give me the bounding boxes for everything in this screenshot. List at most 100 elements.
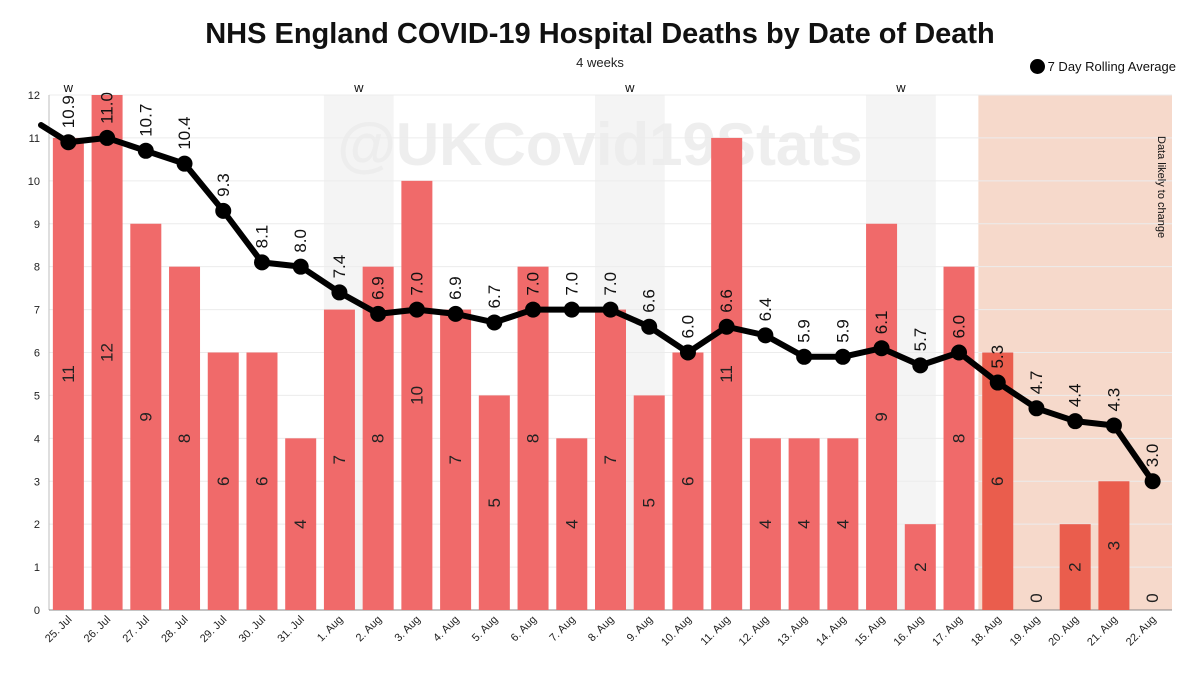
x-tick-label: 29. Jul [198, 614, 229, 645]
rolling-average-label: 6.9 [446, 276, 465, 300]
bar [478, 395, 510, 610]
y-tick-label: 9 [34, 219, 40, 231]
x-tick-label: 28. Jul [159, 614, 190, 645]
y-tick-label: 2 [34, 519, 40, 531]
rolling-average-point [1144, 473, 1161, 490]
bar-value-label: 6 [678, 477, 697, 486]
x-tick-label: 21. Aug [1085, 614, 1120, 649]
rolling-average-point [60, 134, 77, 151]
rolling-average-point [641, 318, 658, 335]
x-tick-label: 6. Aug [509, 614, 540, 645]
bar [130, 223, 162, 610]
bar [749, 438, 781, 610]
rolling-average-label: 8.0 [291, 229, 310, 253]
bar [595, 309, 626, 610]
bar-value-label: 0 [1143, 593, 1162, 602]
legend-label: 7 Day Rolling Average [1047, 59, 1176, 74]
rolling-average-point [873, 340, 890, 357]
rolling-average-label: 7.0 [407, 272, 426, 296]
weekend-marker: w [63, 80, 74, 95]
bar [904, 524, 936, 610]
x-tick-label: 17. Aug [930, 614, 965, 649]
bar [943, 266, 975, 610]
x-tick-label: 2. Aug [354, 614, 385, 645]
rolling-average-label: 9.3 [214, 173, 233, 197]
bar [711, 137, 743, 610]
rolling-average-point [679, 344, 696, 361]
bar [1059, 524, 1091, 610]
x-tick-label: 25. Jul [43, 614, 74, 645]
bar [207, 352, 239, 610]
x-tick-label: 13. Aug [775, 614, 810, 649]
x-tick-label: 20. Aug [1046, 614, 1081, 649]
bar-value-label: 6 [214, 477, 233, 486]
rolling-average-label: 7.0 [601, 272, 620, 296]
rolling-average-point [1028, 400, 1045, 417]
x-tick-label: 7. Aug [547, 614, 578, 645]
x-tick-label: 16. Aug [892, 614, 927, 649]
rolling-average-label: 7.4 [330, 255, 349, 279]
x-tick-label: 31. Jul [275, 614, 306, 645]
rolling-average-point [796, 348, 813, 365]
incomplete-data-note: Data likely to change [1155, 136, 1167, 238]
bar-value-label: 11 [717, 365, 736, 383]
bar [401, 180, 433, 611]
bar [91, 95, 123, 610]
y-tick-label: 10 [28, 176, 40, 188]
bar [246, 352, 278, 610]
rolling-average-label: 5.9 [833, 319, 852, 343]
bar-value-label: 6 [252, 477, 271, 486]
rolling-average-label: 6.7 [485, 285, 504, 309]
rolling-average-point [292, 258, 309, 275]
bar-value-label: 7 [601, 455, 620, 464]
bar-value-label: 12 [98, 343, 117, 362]
y-tick-label: 12 [28, 90, 40, 102]
rolling-average-point [718, 318, 735, 335]
bar [1098, 481, 1130, 610]
bar [362, 266, 394, 610]
bar-value-label: 5 [485, 498, 504, 507]
rolling-average-label: 4.3 [1104, 388, 1123, 412]
x-tick-label: 12. Aug [737, 614, 772, 649]
rolling-average-label: 10.4 [175, 117, 194, 150]
rolling-average-label: 11.0 [98, 92, 117, 124]
legend-marker-icon [1029, 59, 1045, 74]
bar-value-label: 7 [330, 455, 349, 464]
rolling-average-point [989, 374, 1006, 391]
rolling-average-label: 6.9 [369, 276, 388, 300]
rolling-average-point [447, 305, 464, 322]
rolling-average-label: 3.0 [1143, 444, 1162, 468]
rolling-average-point [563, 301, 580, 318]
bar [323, 309, 355, 610]
bar-value-label: 8 [369, 434, 388, 443]
bar-value-label: 8 [175, 434, 194, 443]
rolling-average-label: 10.7 [136, 104, 155, 137]
rolling-average-label: 8.1 [252, 225, 271, 249]
rolling-average-point [176, 155, 193, 172]
rolling-average-point [602, 301, 619, 318]
rolling-average-point [137, 142, 154, 159]
rolling-average-label: 6.6 [640, 289, 659, 313]
rolling-average-label: 6.0 [678, 315, 697, 339]
x-tick-label: 15. Aug [853, 614, 888, 649]
legend[interactable]: 7 Day Rolling Average [1029, 59, 1176, 74]
rolling-average-label: 6.1 [872, 311, 891, 335]
rolling-average-label: 10.9 [59, 95, 78, 128]
y-tick-label: 5 [34, 390, 40, 402]
rolling-average-point [912, 357, 929, 374]
rolling-average-label: 7.0 [562, 272, 581, 296]
bar-value-label: 5 [640, 498, 659, 507]
bar-value-label: 8 [524, 434, 543, 443]
bar [556, 438, 588, 610]
bar [169, 266, 201, 610]
x-tick-label: 1. Aug [315, 614, 346, 645]
rolling-average-label: 5.9 [795, 319, 814, 343]
rolling-average-point [331, 284, 348, 301]
rolling-average-point [486, 314, 503, 331]
bar-value-label: 7 [446, 455, 465, 464]
y-tick-label: 0 [34, 605, 40, 617]
rolling-average-point [1105, 417, 1122, 434]
x-tick-label: 4. Aug [431, 614, 462, 645]
bar-value-label: 11 [59, 365, 78, 383]
rolling-average-point [757, 327, 774, 344]
